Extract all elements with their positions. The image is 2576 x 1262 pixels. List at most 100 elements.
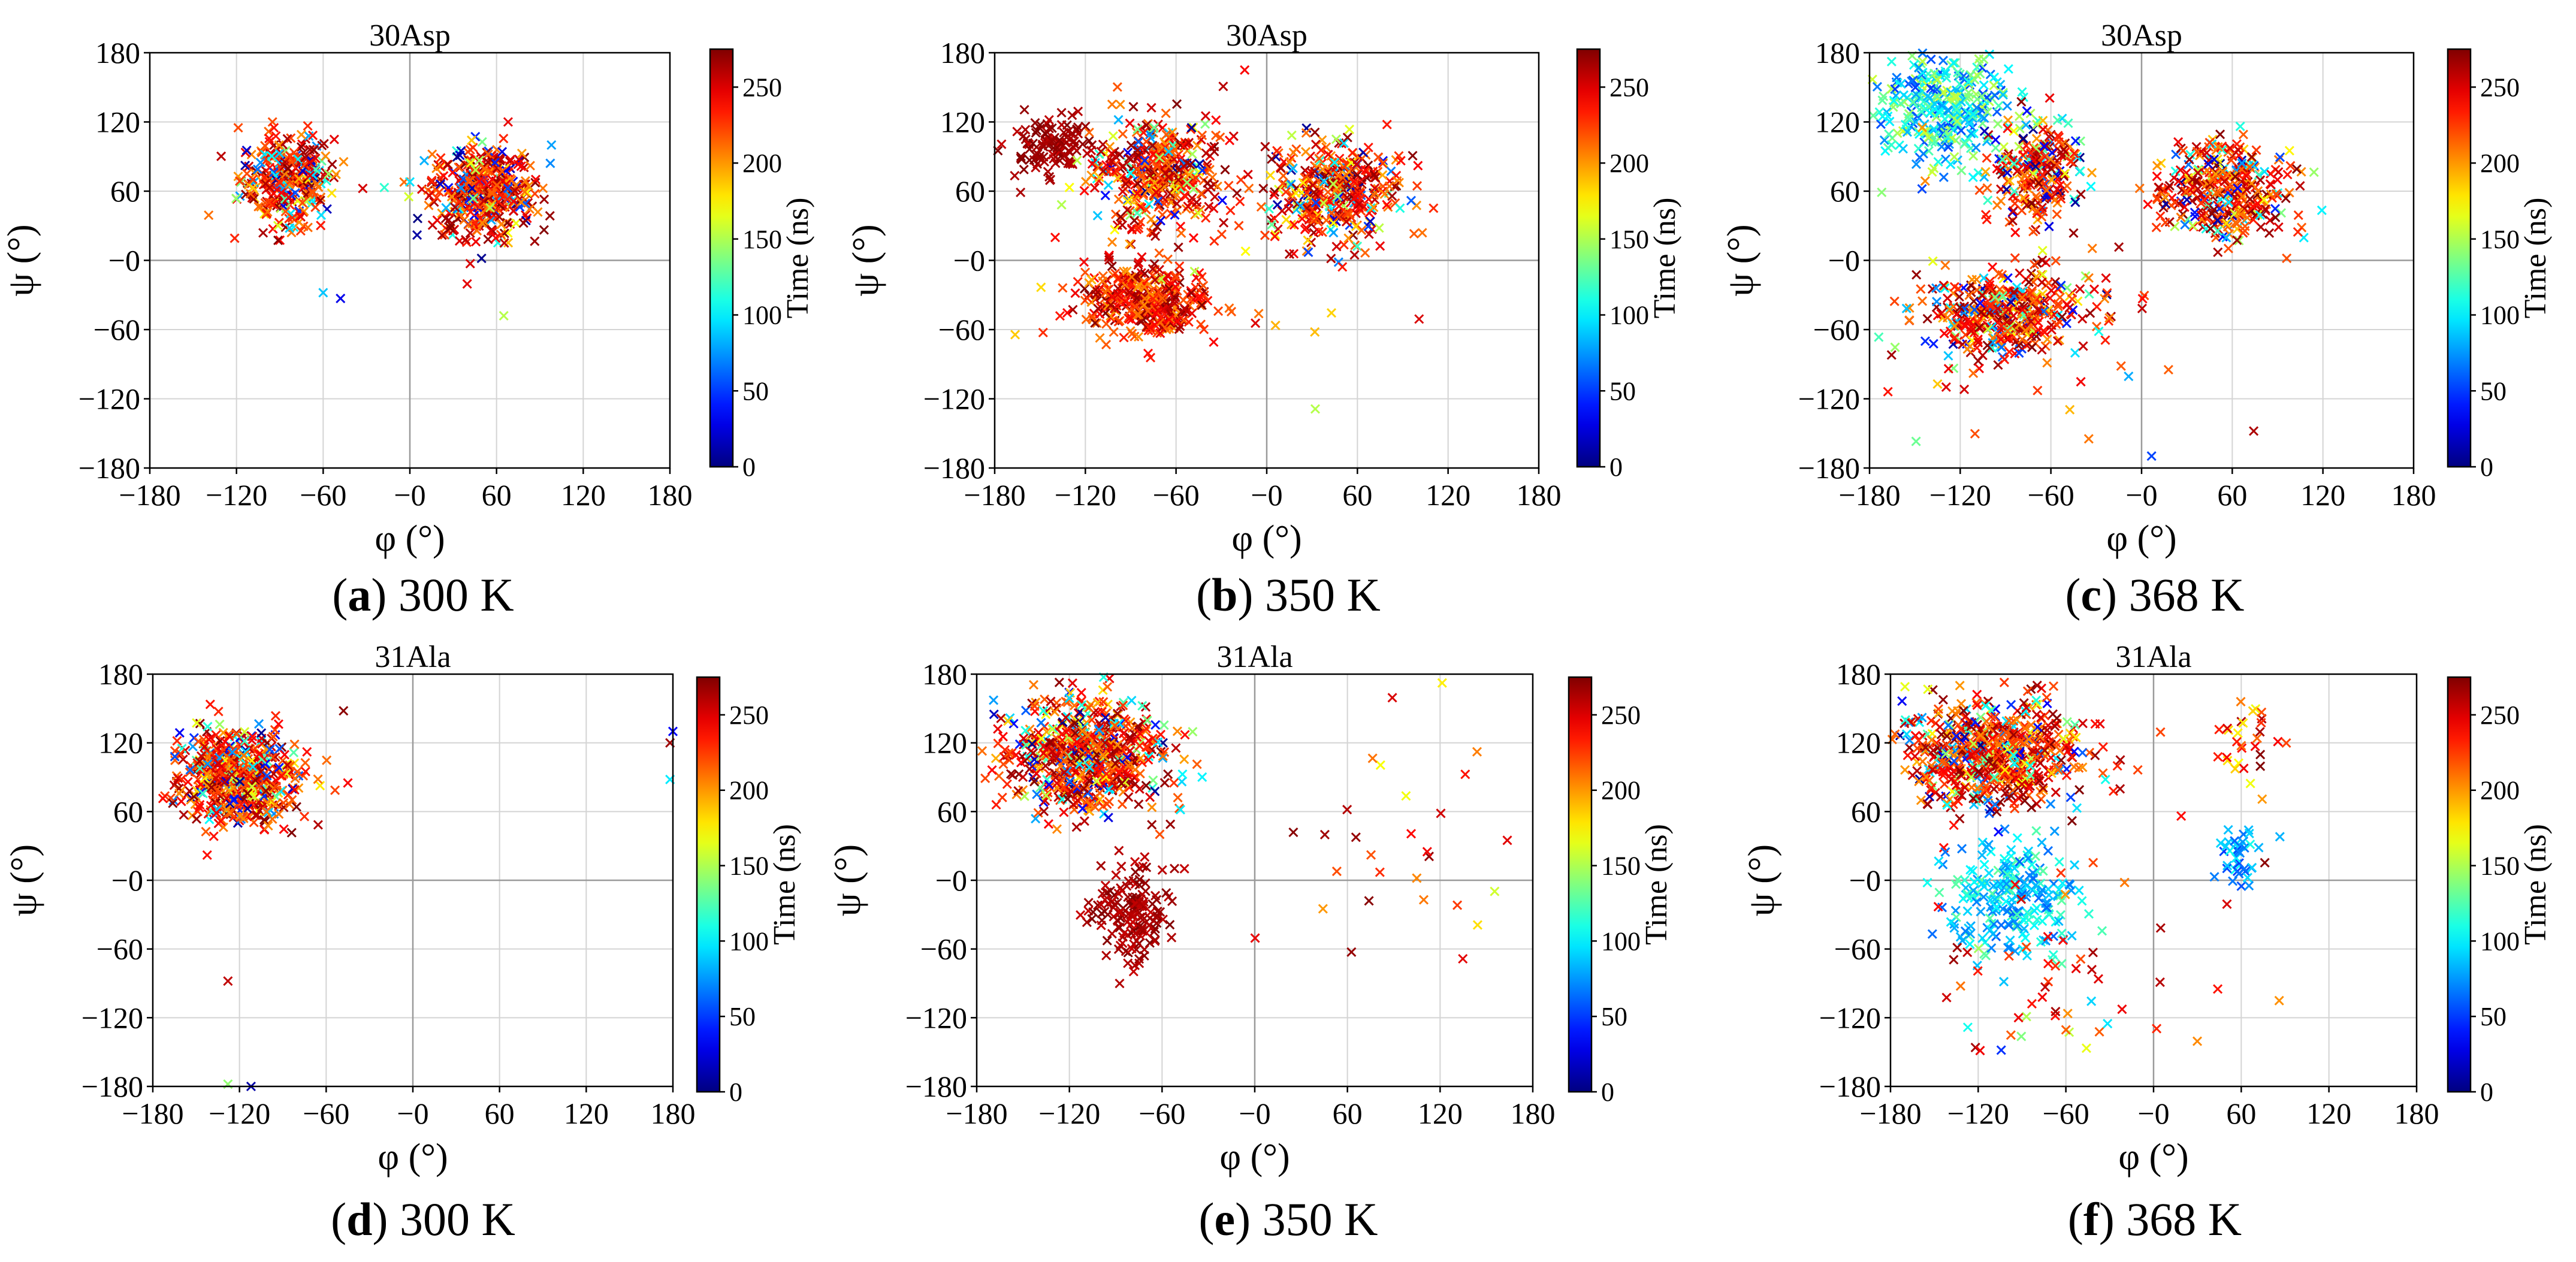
data-point bbox=[545, 211, 555, 221]
data-point bbox=[477, 137, 487, 147]
data-point bbox=[1166, 315, 1176, 325]
data-point bbox=[1929, 163, 1939, 174]
colorbar-tick-label: 200 bbox=[742, 149, 782, 178]
data-point bbox=[1079, 283, 1090, 294]
y-tick-label: 60 bbox=[113, 795, 143, 828]
data-point bbox=[1146, 102, 1156, 113]
colorbar-tick-label: 200 bbox=[1609, 149, 1649, 178]
colorbar-tick-label: 0 bbox=[742, 452, 756, 482]
data-point bbox=[1374, 223, 1384, 233]
data-point bbox=[1094, 285, 1104, 295]
data-point bbox=[424, 191, 434, 201]
data-point bbox=[1209, 236, 1219, 246]
data-point bbox=[440, 213, 451, 224]
data-point bbox=[518, 218, 529, 228]
data-point bbox=[1328, 179, 1339, 189]
data-point bbox=[1036, 282, 1046, 292]
data-point bbox=[260, 141, 270, 151]
data-point bbox=[1131, 302, 1141, 312]
data-point bbox=[485, 203, 496, 213]
data-point bbox=[1116, 212, 1126, 222]
data-point bbox=[1100, 191, 1110, 201]
data-point bbox=[1926, 55, 1936, 65]
data-point bbox=[462, 279, 472, 289]
data-point bbox=[267, 151, 277, 161]
data-point bbox=[1179, 303, 1190, 313]
data-point bbox=[491, 180, 502, 191]
data-point bbox=[283, 163, 293, 174]
data-point bbox=[1352, 159, 1362, 170]
panel-d: −180−180−120−120−60−60−0−060601201201801… bbox=[4, 640, 802, 1178]
data-point bbox=[439, 230, 450, 240]
data-point bbox=[1270, 321, 1281, 331]
data-point bbox=[1199, 324, 1209, 334]
data-point bbox=[482, 202, 493, 212]
data-point bbox=[1055, 156, 1065, 166]
data-point bbox=[502, 194, 512, 204]
data-point bbox=[1911, 159, 1922, 170]
data-point bbox=[1300, 224, 1310, 235]
data-point bbox=[1270, 231, 1280, 241]
data-point bbox=[1025, 144, 1035, 154]
data-point bbox=[1302, 203, 1312, 213]
data-point bbox=[358, 183, 368, 194]
data-point bbox=[1156, 322, 1167, 333]
data-point bbox=[249, 194, 259, 204]
data-point bbox=[1056, 107, 1067, 118]
data-point bbox=[1128, 102, 1138, 112]
data-point bbox=[290, 188, 300, 198]
data-point bbox=[316, 221, 326, 231]
data-point bbox=[516, 197, 526, 207]
data-point bbox=[1289, 220, 1299, 230]
data-point bbox=[1070, 140, 1080, 150]
data-point bbox=[1046, 174, 1056, 185]
data-point bbox=[1016, 187, 1026, 198]
data-point bbox=[503, 238, 514, 248]
data-point bbox=[1998, 87, 2009, 98]
data-point bbox=[1174, 261, 1185, 271]
data-point bbox=[1144, 199, 1154, 209]
data-point bbox=[1288, 147, 1298, 158]
data-point bbox=[404, 177, 415, 187]
data-point bbox=[505, 155, 515, 165]
data-point bbox=[1183, 317, 1194, 327]
data-point bbox=[1198, 280, 1209, 291]
data-point bbox=[427, 176, 437, 186]
data-point bbox=[1203, 178, 1213, 188]
data-point bbox=[253, 201, 264, 212]
data-point bbox=[1406, 195, 1417, 206]
data-point bbox=[1201, 213, 1211, 223]
data-point bbox=[1170, 184, 1180, 195]
data-point bbox=[1219, 218, 1229, 228]
data-point bbox=[1132, 164, 1142, 174]
data-point bbox=[229, 233, 240, 243]
data-point bbox=[1092, 210, 1103, 221]
data-point bbox=[465, 144, 475, 155]
y-tick-label: −0 bbox=[111, 864, 143, 897]
data-point bbox=[264, 134, 274, 144]
data-point bbox=[315, 195, 325, 206]
data-point bbox=[1224, 180, 1234, 191]
colorbar-tick-label: 100 bbox=[729, 926, 769, 956]
panel-a: −180−180−120−120−60−60−0−060601201201801… bbox=[1, 19, 815, 559]
data-point bbox=[524, 181, 534, 191]
data-point bbox=[461, 237, 472, 247]
data-point bbox=[297, 139, 307, 149]
data-point bbox=[297, 198, 307, 208]
data-point bbox=[429, 197, 439, 207]
data-point bbox=[474, 185, 484, 195]
data-point bbox=[491, 233, 501, 243]
data-point bbox=[454, 162, 464, 173]
data-point bbox=[1119, 333, 1129, 343]
data-point bbox=[1191, 282, 1201, 292]
y-tick-label: −120 bbox=[923, 382, 985, 416]
data-point bbox=[255, 158, 265, 168]
data-point bbox=[204, 210, 214, 221]
data-point bbox=[1331, 241, 1342, 252]
data-point bbox=[1366, 203, 1376, 213]
data-point bbox=[339, 156, 349, 167]
data-point bbox=[1976, 91, 1987, 101]
data-point bbox=[1055, 311, 1065, 321]
data-point bbox=[258, 228, 268, 238]
data-point bbox=[530, 236, 540, 246]
